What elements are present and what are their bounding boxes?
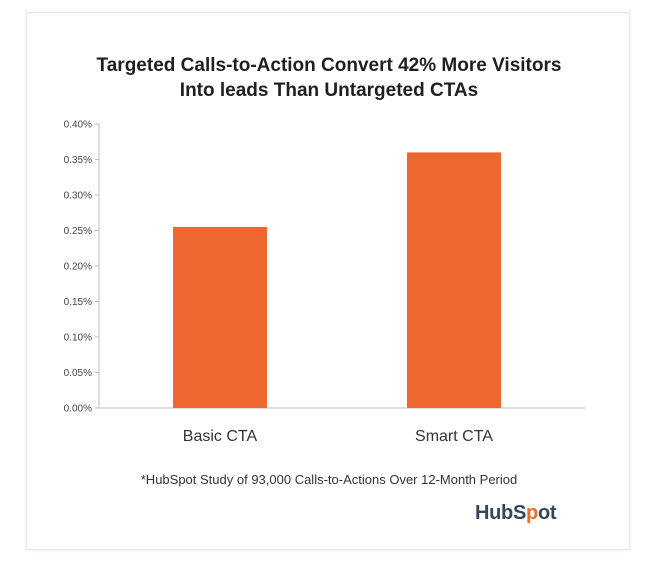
chart-card: Targeted Calls-to-Action Convert 42% Mor… bbox=[26, 12, 630, 550]
bar-chart: 0.00% 0.05% 0.10% 0.15% 0.20% 0.25% 0.30% 0.35%… bbox=[64, 120, 585, 445]
x-tick-label: Basic CTA bbox=[183, 428, 258, 445]
x-tick-label: Smart CTA bbox=[415, 428, 493, 445]
logo-text-post: ot bbox=[537, 502, 557, 524]
chart-title-line-1: Targeted Calls-to-Action Convert 42% Mor… bbox=[96, 55, 562, 76]
bar-smart-cta bbox=[407, 152, 501, 408]
y-tick-label: 0.00% bbox=[64, 404, 92, 415]
y-tick-label: 0.15% bbox=[64, 297, 92, 308]
y-tick-label: 0.30% bbox=[64, 191, 92, 202]
y-tick-label: 0.10% bbox=[64, 333, 92, 344]
y-tick-label: 0.35% bbox=[64, 155, 92, 166]
chart-title-line-2: Into leads Than Untargeted CTAs bbox=[179, 80, 479, 101]
logo-sprocket-icon: p bbox=[526, 502, 538, 524]
axis-layer: 0.00% 0.05% 0.10% 0.15% 0.20% 0.25% 0.30% 0.35%… bbox=[64, 120, 585, 415]
bars-layer bbox=[173, 152, 501, 408]
y-tick-label: 0.40% bbox=[64, 120, 92, 131]
logo-text-pre: HubS bbox=[475, 502, 527, 524]
y-tick-label: 0.05% bbox=[64, 368, 92, 379]
y-tick-label: 0.20% bbox=[64, 262, 92, 273]
footnote: *HubSpot Study of 93,000 Calls-to-Action… bbox=[140, 472, 518, 487]
bar-basic-cta bbox=[173, 226, 267, 408]
hubspot-logo: HubSpot bbox=[475, 502, 557, 525]
x-labels-layer: Basic CTA Smart CTA bbox=[183, 428, 493, 445]
chart-title: Targeted Calls-to-Action Convert 42% Mor… bbox=[27, 53, 631, 103]
y-tick-label: 0.25% bbox=[64, 226, 92, 237]
